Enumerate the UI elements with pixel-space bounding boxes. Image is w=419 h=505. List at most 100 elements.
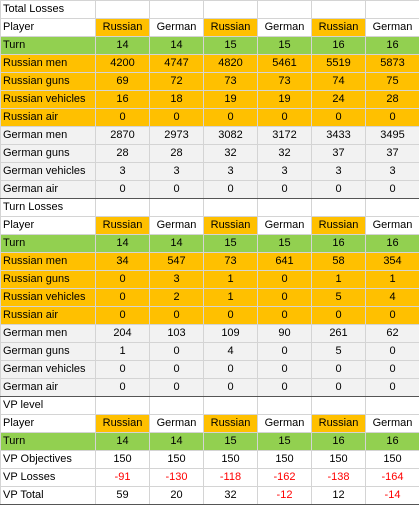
row-label[interactable]: VP Total <box>1 487 96 505</box>
value-cell[interactable]: 3 <box>96 163 150 181</box>
value-cell[interactable]: 5 <box>312 343 366 361</box>
value-cell[interactable]: 0 <box>204 109 258 127</box>
row-label[interactable]: Turn <box>1 433 96 451</box>
empty-cell[interactable] <box>258 199 312 217</box>
header-german[interactable]: German <box>150 217 204 235</box>
value-cell[interactable]: 16 <box>366 433 419 451</box>
header-russian[interactable]: Russian <box>96 217 150 235</box>
header-german[interactable]: German <box>366 19 419 37</box>
value-cell[interactable]: 1 <box>312 271 366 289</box>
value-cell[interactable]: 0 <box>96 289 150 307</box>
header-german[interactable]: German <box>366 415 419 433</box>
row-label[interactable]: Russian guns <box>1 271 96 289</box>
value-cell[interactable]: 15 <box>258 433 312 451</box>
header-german[interactable]: German <box>258 19 312 37</box>
value-cell[interactable]: 14 <box>96 37 150 55</box>
value-cell[interactable]: 0 <box>312 307 366 325</box>
value-cell[interactable]: 1 <box>366 271 419 289</box>
value-cell[interactable]: 3 <box>150 163 204 181</box>
section-title[interactable]: Total Losses <box>1 1 96 19</box>
empty-cell[interactable] <box>258 397 312 415</box>
value-cell[interactable]: 0 <box>312 181 366 199</box>
header-german[interactable]: German <box>258 217 312 235</box>
value-cell[interactable]: 15 <box>258 37 312 55</box>
row-label[interactable]: German vehicles <box>1 163 96 181</box>
value-cell[interactable]: 0 <box>96 271 150 289</box>
value-cell[interactable]: 0 <box>258 289 312 307</box>
value-cell[interactable]: 0 <box>366 181 419 199</box>
value-cell[interactable]: 24 <box>312 91 366 109</box>
value-cell[interactable]: 16 <box>366 37 419 55</box>
row-label[interactable]: German men <box>1 127 96 145</box>
value-cell[interactable]: 150 <box>204 451 258 469</box>
value-cell[interactable]: 150 <box>366 451 419 469</box>
value-cell[interactable]: 0 <box>366 343 419 361</box>
value-cell[interactable]: 0 <box>150 343 204 361</box>
value-cell[interactable]: 109 <box>204 325 258 343</box>
empty-cell[interactable] <box>312 199 366 217</box>
row-label[interactable]: Russian men <box>1 253 96 271</box>
value-cell[interactable]: 14 <box>150 37 204 55</box>
value-cell[interactable]: 0 <box>150 181 204 199</box>
value-cell[interactable]: 5 <box>312 289 366 307</box>
value-cell[interactable]: 16 <box>366 235 419 253</box>
section-title[interactable]: VP level <box>1 397 96 415</box>
row-label[interactable]: Russian men <box>1 55 96 73</box>
value-cell[interactable]: 4 <box>204 343 258 361</box>
value-cell[interactable]: 204 <box>96 325 150 343</box>
value-cell[interactable]: 72 <box>150 73 204 91</box>
value-cell[interactable]: 3 <box>150 271 204 289</box>
value-cell[interactable]: 73 <box>204 253 258 271</box>
value-cell[interactable]: -14 <box>366 487 419 505</box>
empty-cell[interactable] <box>312 1 366 19</box>
value-cell[interactable]: 4747 <box>150 55 204 73</box>
value-cell[interactable]: -130 <box>150 469 204 487</box>
value-cell[interactable]: 150 <box>312 451 366 469</box>
value-cell[interactable]: 14 <box>150 235 204 253</box>
row-label[interactable]: Turn <box>1 37 96 55</box>
value-cell[interactable]: 1 <box>96 343 150 361</box>
value-cell[interactable]: 0 <box>96 361 150 379</box>
empty-cell[interactable] <box>96 199 150 217</box>
value-cell[interactable]: 0 <box>96 181 150 199</box>
value-cell[interactable]: 0 <box>150 307 204 325</box>
value-cell[interactable]: 0 <box>366 307 419 325</box>
value-cell[interactable]: 37 <box>312 145 366 163</box>
section-title[interactable]: Turn Losses <box>1 199 96 217</box>
value-cell[interactable]: 547 <box>150 253 204 271</box>
value-cell[interactable]: 58 <box>312 253 366 271</box>
value-cell[interactable]: 12 <box>312 487 366 505</box>
header-german[interactable]: German <box>258 415 312 433</box>
value-cell[interactable]: 3 <box>312 163 366 181</box>
value-cell[interactable]: 0 <box>258 109 312 127</box>
row-label[interactable]: Russian vehicles <box>1 91 96 109</box>
header-russian[interactable]: Russian <box>204 415 258 433</box>
empty-cell[interactable] <box>96 397 150 415</box>
value-cell[interactable]: 0 <box>258 271 312 289</box>
row-label[interactable]: German guns <box>1 343 96 361</box>
value-cell[interactable]: 32 <box>204 145 258 163</box>
empty-cell[interactable] <box>150 1 204 19</box>
value-cell[interactable]: 16 <box>312 37 366 55</box>
header-german[interactable]: German <box>150 415 204 433</box>
row-label[interactable]: German guns <box>1 145 96 163</box>
value-cell[interactable]: 4820 <box>204 55 258 73</box>
value-cell[interactable]: 16 <box>312 235 366 253</box>
value-cell[interactable]: 0 <box>96 307 150 325</box>
value-cell[interactable]: 73 <box>204 73 258 91</box>
value-cell[interactable]: 28 <box>366 91 419 109</box>
value-cell[interactable]: 0 <box>258 343 312 361</box>
value-cell[interactable]: 0 <box>312 379 366 397</box>
empty-cell[interactable] <box>204 397 258 415</box>
value-cell[interactable]: 62 <box>366 325 419 343</box>
header-german[interactable]: German <box>366 217 419 235</box>
value-cell[interactable]: 3 <box>258 163 312 181</box>
value-cell[interactable]: 0 <box>204 181 258 199</box>
value-cell[interactable]: 32 <box>258 145 312 163</box>
value-cell[interactable]: 28 <box>150 145 204 163</box>
row-label[interactable]: Russian air <box>1 307 96 325</box>
empty-cell[interactable] <box>204 1 258 19</box>
header-russian[interactable]: Russian <box>312 415 366 433</box>
value-cell[interactable]: -118 <box>204 469 258 487</box>
empty-cell[interactable] <box>366 1 419 19</box>
